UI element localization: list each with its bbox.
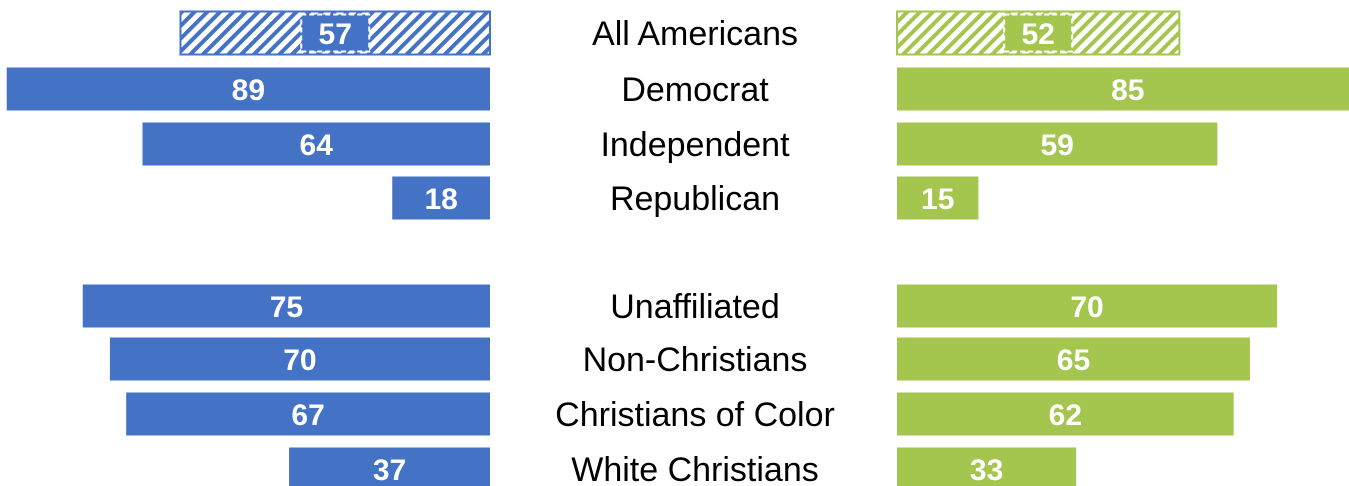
left-bar-independent [142, 122, 491, 166]
right-series: 52 85 59 15 70 65 62 33 [896, 10, 1349, 486]
left-value-label-independent: 64 [300, 129, 334, 162]
right-value-label-republican: 15 [921, 183, 954, 216]
left-value-label-white-christians: 37 [373, 454, 406, 486]
right-value-label-independent: 59 [1040, 129, 1073, 162]
left-value-box-all-americans [300, 13, 371, 53]
left-bar-republican [392, 176, 490, 220]
category-label-independent: Independent [600, 126, 790, 164]
left-bar-white-christians [289, 447, 490, 486]
right-bar-independent [897, 122, 1218, 166]
right-bar-non-christians [897, 337, 1250, 381]
left-series: 57 89 64 18 75 70 67 37 [6, 10, 492, 486]
right-value-label-white-christians: 33 [970, 454, 1003, 486]
left-value-label-republican: 18 [424, 183, 457, 216]
left-value-label-christians-of-color: 67 [291, 399, 324, 432]
left-value-label-unaffiliated: 75 [270, 291, 303, 324]
right-bar-republican [897, 176, 979, 220]
left-bar-christians-of-color [126, 392, 490, 436]
right-value-label-christians-of-color: 62 [1049, 399, 1082, 432]
right-value-label-unaffiliated: 70 [1070, 291, 1103, 324]
left-value-label-all-americans: 57 [319, 18, 352, 51]
right-bar-democrat [897, 67, 1349, 111]
right-value-label-non-christians: 65 [1057, 344, 1090, 377]
category-label-all-americans: All Americans [592, 15, 798, 53]
left-bar-non-christians [109, 337, 491, 381]
category-label-non-christians: Non-Christians [583, 341, 808, 379]
left-bar-democrat [6, 67, 490, 111]
category-label-white-christians: White Christians [571, 451, 819, 486]
right-value-box-all-americans [1003, 13, 1074, 53]
left-bar-unaffiliated [82, 284, 490, 328]
right-value-label-democrat: 85 [1111, 74, 1144, 107]
category-label-democrat: Democrat [621, 71, 769, 109]
right-bar-unaffiliated [897, 284, 1278, 328]
right-bar-christians-of-color [897, 392, 1234, 436]
right-value-label-all-americans: 52 [1021, 18, 1054, 51]
category-label-unaffiliated: Unaffiliated [610, 288, 780, 326]
left-value-label-non-christians: 70 [283, 344, 316, 377]
category-labels: All Americans Democrat Independent Republic… [555, 15, 835, 486]
right-bar-white-christians [897, 447, 1077, 486]
category-label-christians-of-color: Christians of Color [555, 396, 835, 434]
category-label-republican: Republican [610, 180, 780, 218]
left-value-label-democrat: 89 [232, 74, 265, 107]
